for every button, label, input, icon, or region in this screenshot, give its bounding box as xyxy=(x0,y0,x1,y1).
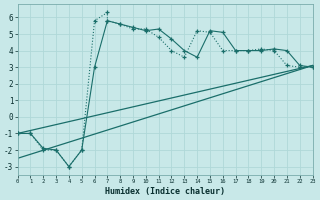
X-axis label: Humidex (Indice chaleur): Humidex (Indice chaleur) xyxy=(105,187,225,196)
